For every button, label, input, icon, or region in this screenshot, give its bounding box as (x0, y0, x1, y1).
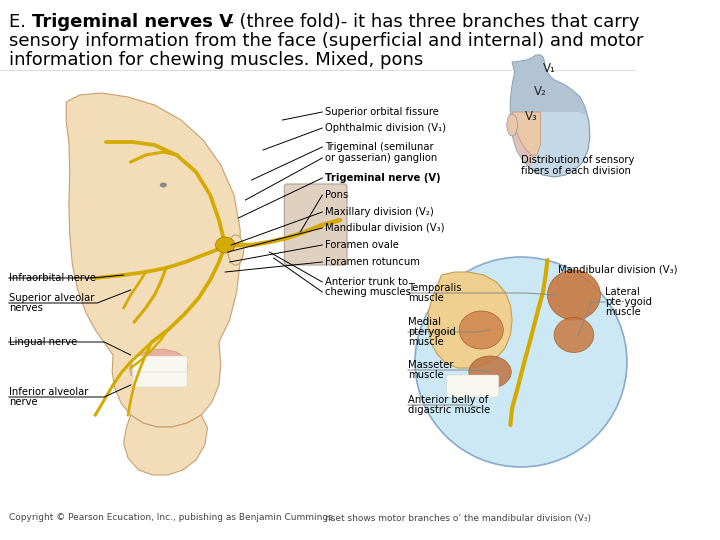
Text: muscle: muscle (605, 307, 641, 317)
Text: V₂: V₂ (534, 85, 547, 98)
Text: muscle: muscle (408, 370, 444, 380)
Polygon shape (512, 112, 541, 155)
Text: muscle: muscle (408, 293, 444, 303)
Text: Ophthalmic division (V₁): Ophthalmic division (V₁) (325, 123, 446, 133)
Text: Trigeminal nerve (V): Trigeminal nerve (V) (325, 173, 441, 183)
Text: nerve: nerve (9, 397, 37, 407)
Ellipse shape (507, 114, 518, 136)
Text: Maxillary division (V₂): Maxillary division (V₂) (325, 207, 433, 217)
Text: E.: E. (9, 13, 32, 31)
Text: pte·ygoid: pte·ygoid (605, 297, 652, 307)
Ellipse shape (469, 356, 511, 388)
Text: sensory information from the face (superficial and internal) and motor: sensory information from the face (super… (9, 32, 644, 50)
Polygon shape (510, 55, 590, 177)
Text: Anterior trunk to: Anterior trunk to (325, 277, 408, 287)
Text: pterygoid: pterygoid (408, 327, 456, 337)
Text: Anterior belly of: Anterior belly of (408, 395, 488, 405)
Text: Distribution of sensory: Distribution of sensory (521, 155, 634, 165)
Polygon shape (130, 349, 188, 385)
Text: Copyright © Pearson Ecucation, Inc., pubishing as Benjamin Cummings.: Copyright © Pearson Ecucation, Inc., pub… (9, 514, 336, 523)
Text: Trigeminal (semilunar: Trigeminal (semilunar (325, 142, 433, 152)
Ellipse shape (160, 183, 167, 187)
Text: Mandibular division (V₃): Mandibular division (V₃) (558, 264, 678, 274)
Polygon shape (510, 112, 541, 167)
FancyBboxPatch shape (132, 365, 187, 387)
Text: Masseter: Masseter (408, 360, 454, 370)
Ellipse shape (228, 235, 243, 265)
Text: Lateral: Lateral (605, 287, 639, 297)
FancyBboxPatch shape (284, 184, 347, 265)
Text: V₃: V₃ (526, 110, 538, 123)
Ellipse shape (459, 311, 503, 349)
Polygon shape (510, 55, 590, 125)
Text: Temporalis: Temporalis (408, 283, 462, 293)
FancyBboxPatch shape (447, 375, 499, 397)
Text: – (three fold)- it has three branches that carry: – (three fold)- it has three branches th… (219, 13, 639, 31)
Text: Foramen ovale: Foramen ovale (325, 240, 399, 250)
Text: Trigeminal nerves V: Trigeminal nerves V (32, 13, 233, 31)
Ellipse shape (554, 318, 594, 353)
Text: Superior orbital fissure: Superior orbital fissure (325, 107, 438, 117)
Polygon shape (428, 272, 512, 368)
Ellipse shape (547, 270, 600, 320)
Polygon shape (124, 415, 207, 475)
FancyBboxPatch shape (132, 356, 187, 372)
Text: Medial: Medial (408, 317, 441, 327)
Text: fibers of each division: fibers of each division (521, 166, 631, 176)
Text: digastric muscle: digastric muscle (408, 405, 490, 415)
Text: information for chewing muscles. Mixed, pons: information for chewing muscles. Mixed, … (9, 51, 423, 69)
Text: Pons: Pons (325, 190, 348, 200)
Text: or gasserian) ganglion: or gasserian) ganglion (325, 153, 437, 163)
Text: chewing muscles: chewing muscles (325, 287, 411, 297)
Text: Inferior alveolar: Inferior alveolar (9, 387, 89, 397)
Text: Mandibular division (V₃): Mandibular division (V₃) (325, 223, 444, 233)
Polygon shape (66, 93, 240, 427)
Text: Superior alveolar: Superior alveolar (9, 293, 94, 303)
Text: Foramen rotuncum: Foramen rotuncum (325, 257, 420, 267)
Text: nset shows motor branches o’ the mandibular division (V₃): nset shows motor branches o’ the mandibu… (325, 514, 591, 523)
Text: V₁: V₁ (543, 62, 556, 75)
Text: Lingual nerve: Lingual nerve (9, 337, 77, 347)
Text: Infraorbital nerve: Infraorbital nerve (9, 273, 96, 283)
Text: muscle: muscle (408, 337, 444, 347)
Ellipse shape (215, 237, 235, 253)
Text: nerves: nerves (9, 303, 42, 313)
Ellipse shape (415, 257, 627, 467)
